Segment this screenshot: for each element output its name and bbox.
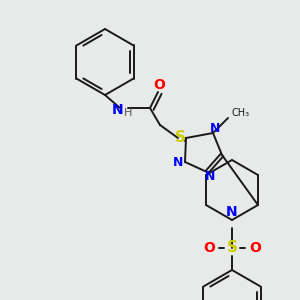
Text: O: O	[203, 241, 215, 255]
Text: N: N	[205, 170, 215, 184]
Text: O: O	[249, 241, 261, 255]
Text: N: N	[226, 205, 238, 219]
Text: H: H	[124, 108, 132, 118]
Text: CH₃: CH₃	[232, 108, 250, 118]
Text: O: O	[153, 78, 165, 92]
Text: S: S	[226, 241, 238, 256]
Text: N: N	[210, 122, 220, 134]
Text: S: S	[175, 130, 185, 146]
Text: N: N	[112, 103, 124, 117]
Text: N: N	[173, 155, 183, 169]
